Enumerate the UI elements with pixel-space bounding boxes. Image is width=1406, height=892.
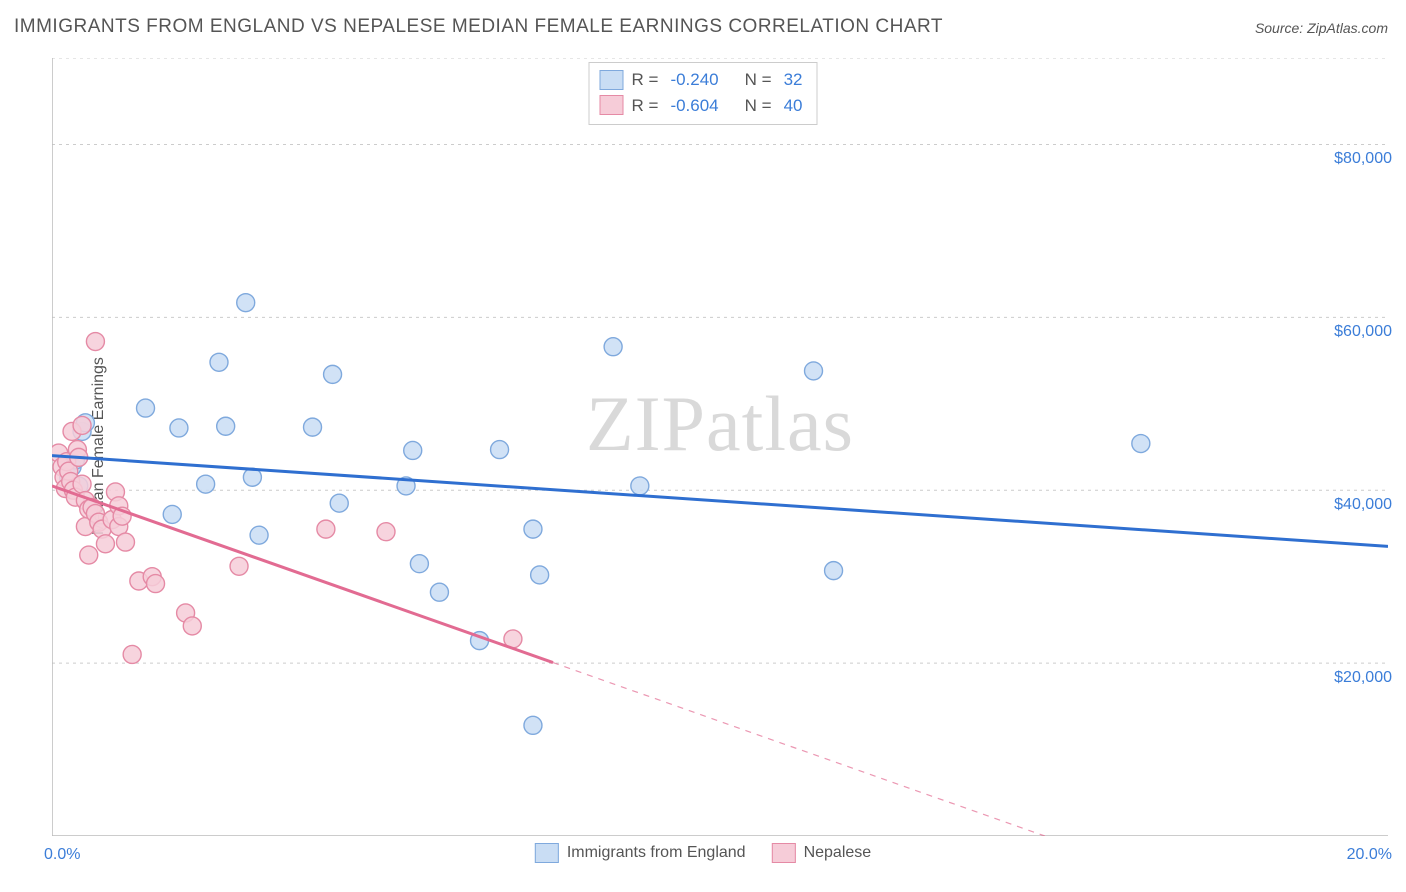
legend-label: Nepalese bbox=[804, 844, 872, 862]
legend-label: Immigrants from England bbox=[567, 844, 746, 862]
r-label: R = bbox=[632, 67, 659, 93]
n-label: N = bbox=[745, 67, 772, 93]
stats-row: R = -0.604 N = 40 bbox=[600, 93, 807, 119]
r-value: -0.604 bbox=[670, 93, 718, 119]
y-tick-label: $40,000 bbox=[1334, 496, 1392, 514]
stats-legend: R = -0.240 N = 32 R = -0.604 N = 40 bbox=[589, 62, 818, 125]
x-min-label: 0.0% bbox=[44, 846, 80, 864]
n-value: 40 bbox=[784, 93, 803, 119]
legend-item-nepalese: Nepalese bbox=[772, 843, 872, 863]
x-max-label: 20.0% bbox=[1347, 846, 1392, 864]
legend-swatch-nepalese bbox=[772, 843, 796, 863]
chart-container: IMMIGRANTS FROM ENGLAND VS NEPALESE MEDI… bbox=[0, 0, 1406, 892]
n-value: 32 bbox=[784, 67, 803, 93]
plot-area: ZIPatlas bbox=[52, 58, 1388, 836]
r-value: -0.240 bbox=[670, 67, 718, 93]
n-label: N = bbox=[745, 93, 772, 119]
r-label: R = bbox=[632, 93, 659, 119]
series-legend: Immigrants from England Nepalese bbox=[535, 843, 871, 863]
legend-swatch-england bbox=[600, 70, 624, 90]
stats-row: R = -0.240 N = 32 bbox=[600, 67, 807, 93]
source-label: Source: ZipAtlas.com bbox=[1255, 20, 1388, 36]
y-tick-label: $80,000 bbox=[1334, 150, 1392, 168]
y-tick-label: $20,000 bbox=[1334, 669, 1392, 687]
chart-title: IMMIGRANTS FROM ENGLAND VS NEPALESE MEDI… bbox=[14, 16, 943, 38]
legend-item-england: Immigrants from England bbox=[535, 843, 746, 863]
legend-swatch-nepalese bbox=[600, 95, 624, 115]
legend-swatch-england bbox=[535, 843, 559, 863]
scatter-plot-svg bbox=[52, 58, 1388, 836]
y-tick-label: $60,000 bbox=[1334, 323, 1392, 341]
